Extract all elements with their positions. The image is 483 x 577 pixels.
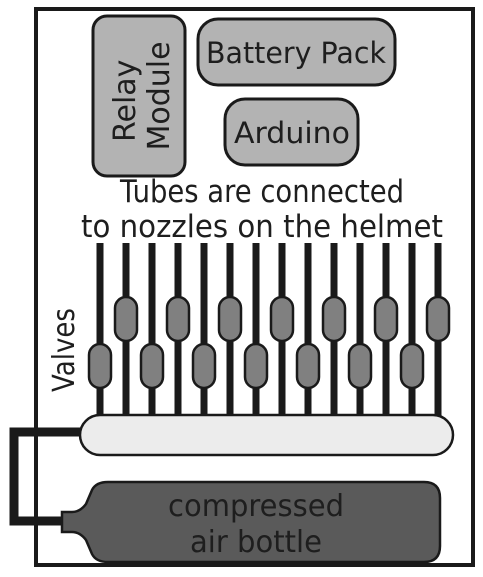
battery-pack-label: Battery Pack bbox=[206, 36, 386, 70]
valve bbox=[113, 295, 139, 343]
valve bbox=[373, 295, 399, 343]
battery-pack-box: Battery Pack bbox=[196, 17, 397, 87]
tubes-annotation-line1: Tubes are connected bbox=[119, 174, 404, 210]
supply-pipe bbox=[9, 427, 84, 526]
valve bbox=[217, 295, 243, 343]
relay-module-line2: Module bbox=[142, 41, 177, 150]
valve bbox=[321, 295, 347, 343]
valve bbox=[425, 295, 451, 343]
valve bbox=[269, 295, 295, 343]
relay-module-line1: Relay bbox=[108, 60, 143, 142]
valves-label: Valves bbox=[47, 308, 82, 392]
valve bbox=[347, 342, 373, 390]
valve bbox=[295, 342, 321, 390]
tubes-annotation-line2: to nozzles on the helmet bbox=[81, 209, 443, 245]
valves-group bbox=[87, 295, 451, 390]
air-bottle: compressed air bottle bbox=[60, 480, 442, 564]
bottle-label-line1: compressed bbox=[168, 489, 344, 524]
relay-module-label: Relay Module bbox=[108, 41, 177, 150]
valve bbox=[243, 342, 269, 390]
valve bbox=[399, 342, 425, 390]
manifold bbox=[78, 413, 455, 457]
relay-module-box: Relay Module bbox=[91, 14, 187, 178]
bottle-label-line2: air bottle bbox=[190, 525, 322, 560]
arduino-box: Arduino bbox=[223, 97, 360, 167]
valve bbox=[139, 342, 165, 390]
valve bbox=[191, 342, 217, 390]
valve bbox=[165, 295, 191, 343]
arduino-label: Arduino bbox=[234, 116, 350, 150]
valve bbox=[87, 342, 113, 390]
